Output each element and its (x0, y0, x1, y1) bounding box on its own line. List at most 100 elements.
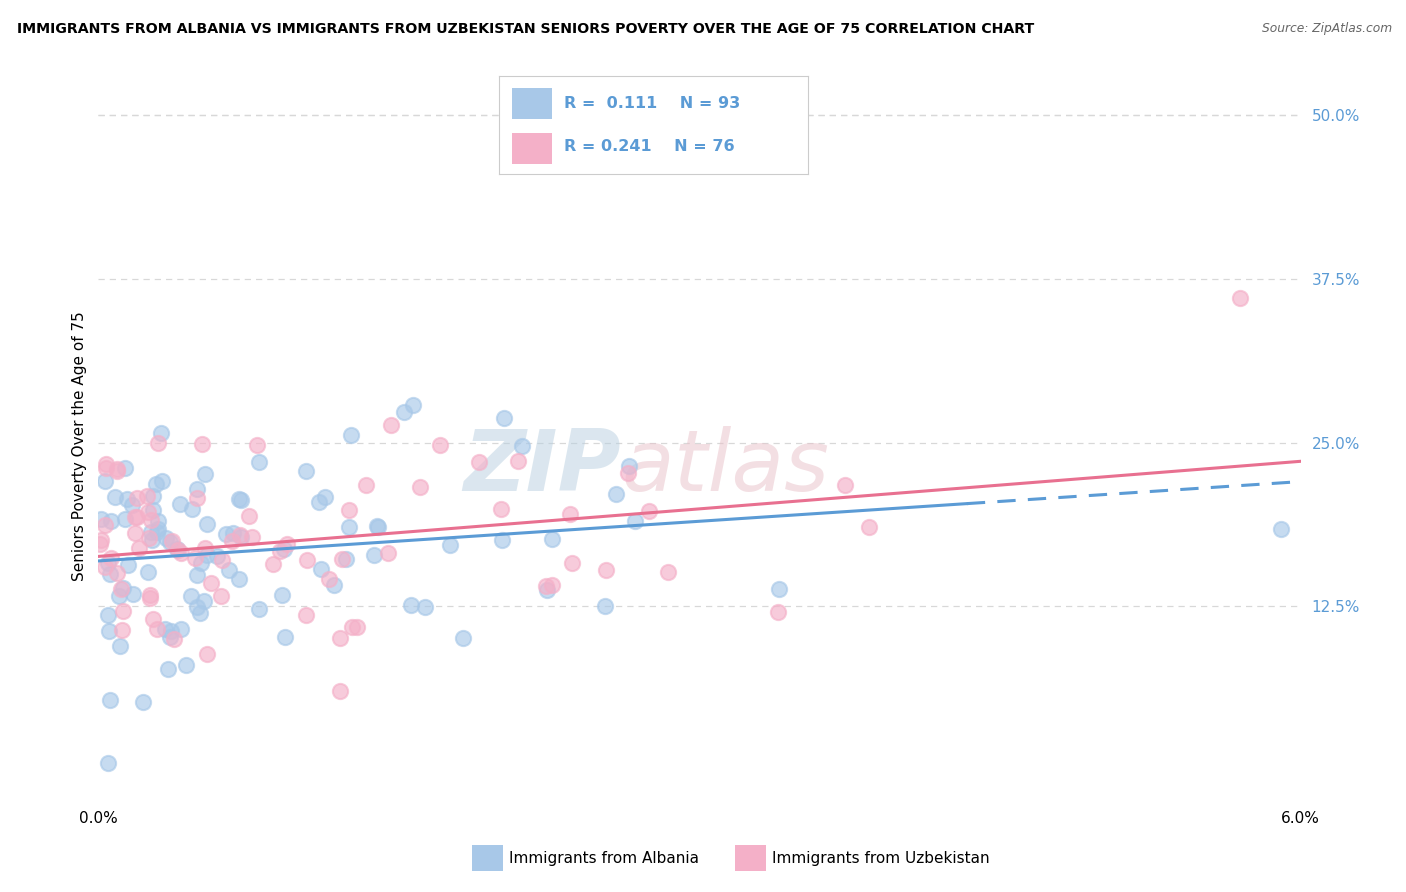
Point (356, 478, 378, 492)
Point (136, 489, 159, 503)
Point (616, 467, 638, 481)
Point (105, 566, 128, 580)
Text: R = 0.241    N = 76: R = 0.241 N = 76 (564, 139, 735, 154)
Point (105, 462, 128, 476)
Point (314, 490, 336, 504)
Text: Source: ZipAtlas.com: Source: ZipAtlas.com (1261, 22, 1392, 36)
Point (218, 563, 240, 577)
Point (491, 533, 513, 547)
Point (337, 520, 360, 534)
Text: atlas: atlas (621, 425, 830, 509)
Point (193, 594, 215, 608)
Point (97, 608, 120, 623)
Point (160, 533, 183, 548)
Point (262, 558, 284, 572)
Point (186, 482, 208, 496)
Point (138, 531, 160, 545)
Point (111, 623, 134, 637)
Point (94, 457, 117, 471)
Point (150, 474, 173, 488)
Point (127, 491, 149, 506)
Text: IMMIGRANTS FROM ALBANIA VS IMMIGRANTS FROM UZBEKISTAN SENIORS POVERTY OVER THE A: IMMIGRANTS FROM ALBANIA VS IMMIGRANTS FR… (17, 22, 1035, 37)
Point (506, 454, 529, 468)
Point (170, 546, 193, 560)
Point (1229, 291, 1251, 305)
Point (205, 549, 228, 563)
Point (451, 632, 474, 646)
Point (100, 515, 122, 529)
Point (146, 436, 169, 450)
Point (170, 622, 193, 636)
Y-axis label: Seniors Poverty Over the Age of 75: Seniors Poverty Over the Age of 75 (72, 311, 87, 581)
Point (1270, 522, 1292, 536)
Point (105, 464, 128, 478)
Point (311, 561, 333, 575)
Point (169, 497, 191, 511)
Point (494, 411, 516, 425)
Point (190, 556, 212, 570)
Point (439, 538, 461, 552)
Point (112, 582, 135, 596)
Point (90, 533, 112, 547)
Text: Immigrants from Uzbekistan: Immigrants from Uzbekistan (772, 851, 990, 865)
Point (510, 439, 533, 453)
Point (335, 551, 357, 566)
Bar (512, 87, 551, 119)
Point (541, 533, 564, 547)
Point (318, 573, 340, 587)
Point (274, 630, 297, 644)
Point (94, 474, 117, 488)
Point (595, 563, 617, 577)
Point (329, 632, 352, 646)
Point (139, 591, 162, 605)
Point (114, 512, 136, 526)
Point (363, 548, 385, 562)
Point (195, 648, 218, 662)
Point (468, 455, 491, 469)
Point (766, 605, 789, 619)
Point (413, 599, 436, 614)
Point (402, 398, 425, 412)
Point (657, 565, 679, 579)
Point (122, 586, 145, 600)
Point (124, 526, 146, 541)
Point (142, 612, 165, 626)
Point (128, 541, 150, 556)
Point (637, 504, 659, 518)
Point (271, 588, 294, 602)
Point (186, 491, 208, 505)
Point (295, 464, 318, 478)
Point (330, 552, 353, 566)
Point (97, 756, 120, 771)
Point (269, 543, 291, 558)
Point (593, 599, 616, 614)
Point (273, 541, 295, 556)
Point (110, 582, 132, 596)
Text: R =  0.111    N = 93: R = 0.111 N = 93 (564, 95, 741, 111)
Point (181, 501, 204, 516)
Point (240, 530, 263, 544)
Point (323, 578, 346, 592)
Point (346, 620, 368, 634)
Point (149, 425, 172, 440)
Point (155, 531, 177, 545)
Point (96, 461, 118, 475)
Point (194, 467, 217, 481)
Point (209, 589, 232, 603)
Point (141, 524, 163, 539)
Point (297, 553, 319, 567)
Point (166, 542, 188, 557)
Point (768, 582, 790, 597)
Point (167, 543, 190, 558)
Point (98, 624, 121, 639)
Point (200, 576, 222, 591)
Point (146, 514, 169, 528)
Point (276, 536, 298, 550)
Text: ZIP: ZIP (464, 425, 621, 509)
Point (90, 512, 112, 526)
Point (228, 572, 250, 586)
Point (142, 503, 165, 517)
Point (121, 498, 143, 512)
Point (366, 518, 388, 533)
Point (117, 558, 139, 573)
